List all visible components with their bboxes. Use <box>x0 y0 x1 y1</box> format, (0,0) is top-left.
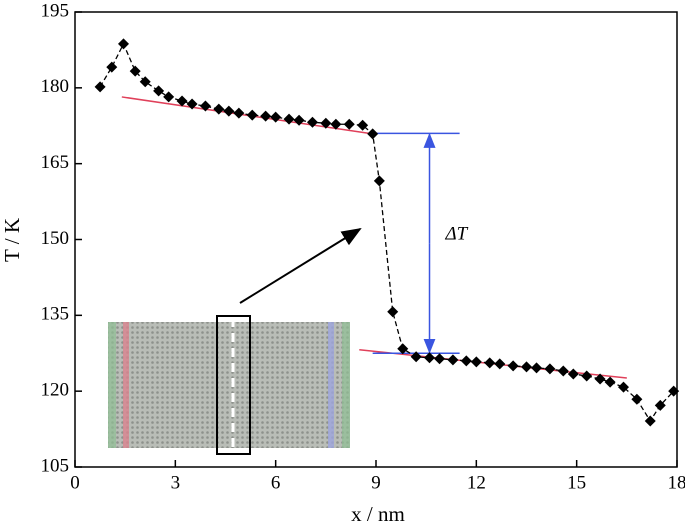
data-point <box>186 98 198 110</box>
data-point <box>343 118 355 130</box>
data-point <box>283 113 295 125</box>
x-tick-label: 9 <box>371 472 381 493</box>
data-point <box>424 352 436 364</box>
data-point <box>176 95 188 107</box>
data-point <box>617 381 629 393</box>
data-point <box>470 356 482 368</box>
data-point <box>233 107 245 119</box>
y-tick-label: 135 <box>41 304 70 325</box>
x-axis-label: x / nm <box>351 502 405 526</box>
data-point <box>521 361 532 373</box>
data-point <box>213 103 225 115</box>
x-tick-label: 6 <box>271 472 281 493</box>
data-point <box>567 368 579 380</box>
y-tick-label: 165 <box>41 152 70 173</box>
data-point <box>139 76 151 88</box>
data-point <box>434 353 446 365</box>
data-point <box>531 362 543 374</box>
data-point <box>293 114 305 126</box>
x-tick-label: 15 <box>567 472 586 493</box>
data-point <box>397 343 409 355</box>
data-point <box>668 385 680 397</box>
data-point <box>306 116 318 128</box>
data-point <box>367 128 379 140</box>
data-point <box>117 38 129 50</box>
y-tick-label: 195 <box>41 0 70 21</box>
data-point <box>357 119 369 131</box>
data-point <box>447 354 459 366</box>
data-point <box>199 100 211 112</box>
data-point <box>410 351 422 363</box>
data-point <box>223 105 235 117</box>
y-tick-label: 105 <box>41 455 70 476</box>
data-point <box>604 376 616 388</box>
data-point <box>654 399 666 411</box>
data-point <box>594 373 606 385</box>
x-tick-label: 18 <box>668 472 685 493</box>
data-point <box>270 111 282 123</box>
data-point <box>94 81 106 93</box>
data-point <box>129 65 141 77</box>
data-point <box>260 110 272 122</box>
data-point <box>387 306 399 318</box>
x-tick-label: 12 <box>467 472 486 493</box>
data-point <box>163 91 175 103</box>
x-tick-label: 0 <box>70 472 80 493</box>
data-point <box>507 360 519 372</box>
data-point <box>581 370 593 382</box>
data-point <box>246 109 258 121</box>
data-point <box>330 118 342 130</box>
y-tick-label: 180 <box>41 76 70 97</box>
data-point <box>484 357 496 369</box>
data-point <box>631 393 643 405</box>
inset-image <box>108 227 362 455</box>
x-tick-label: 3 <box>171 472 181 493</box>
data-point <box>557 365 569 377</box>
y-axis-label: T / K <box>0 218 24 262</box>
data-point <box>644 415 656 427</box>
y-tick-label: 150 <box>41 228 70 249</box>
data-point <box>320 117 332 129</box>
data-point <box>460 355 472 367</box>
data-point <box>106 61 118 73</box>
delta-label: ΔT <box>445 224 469 245</box>
data-point <box>544 363 556 375</box>
data-point <box>494 358 506 370</box>
y-tick-label: 120 <box>41 380 70 401</box>
data-point <box>373 175 385 187</box>
data-point <box>153 85 165 97</box>
